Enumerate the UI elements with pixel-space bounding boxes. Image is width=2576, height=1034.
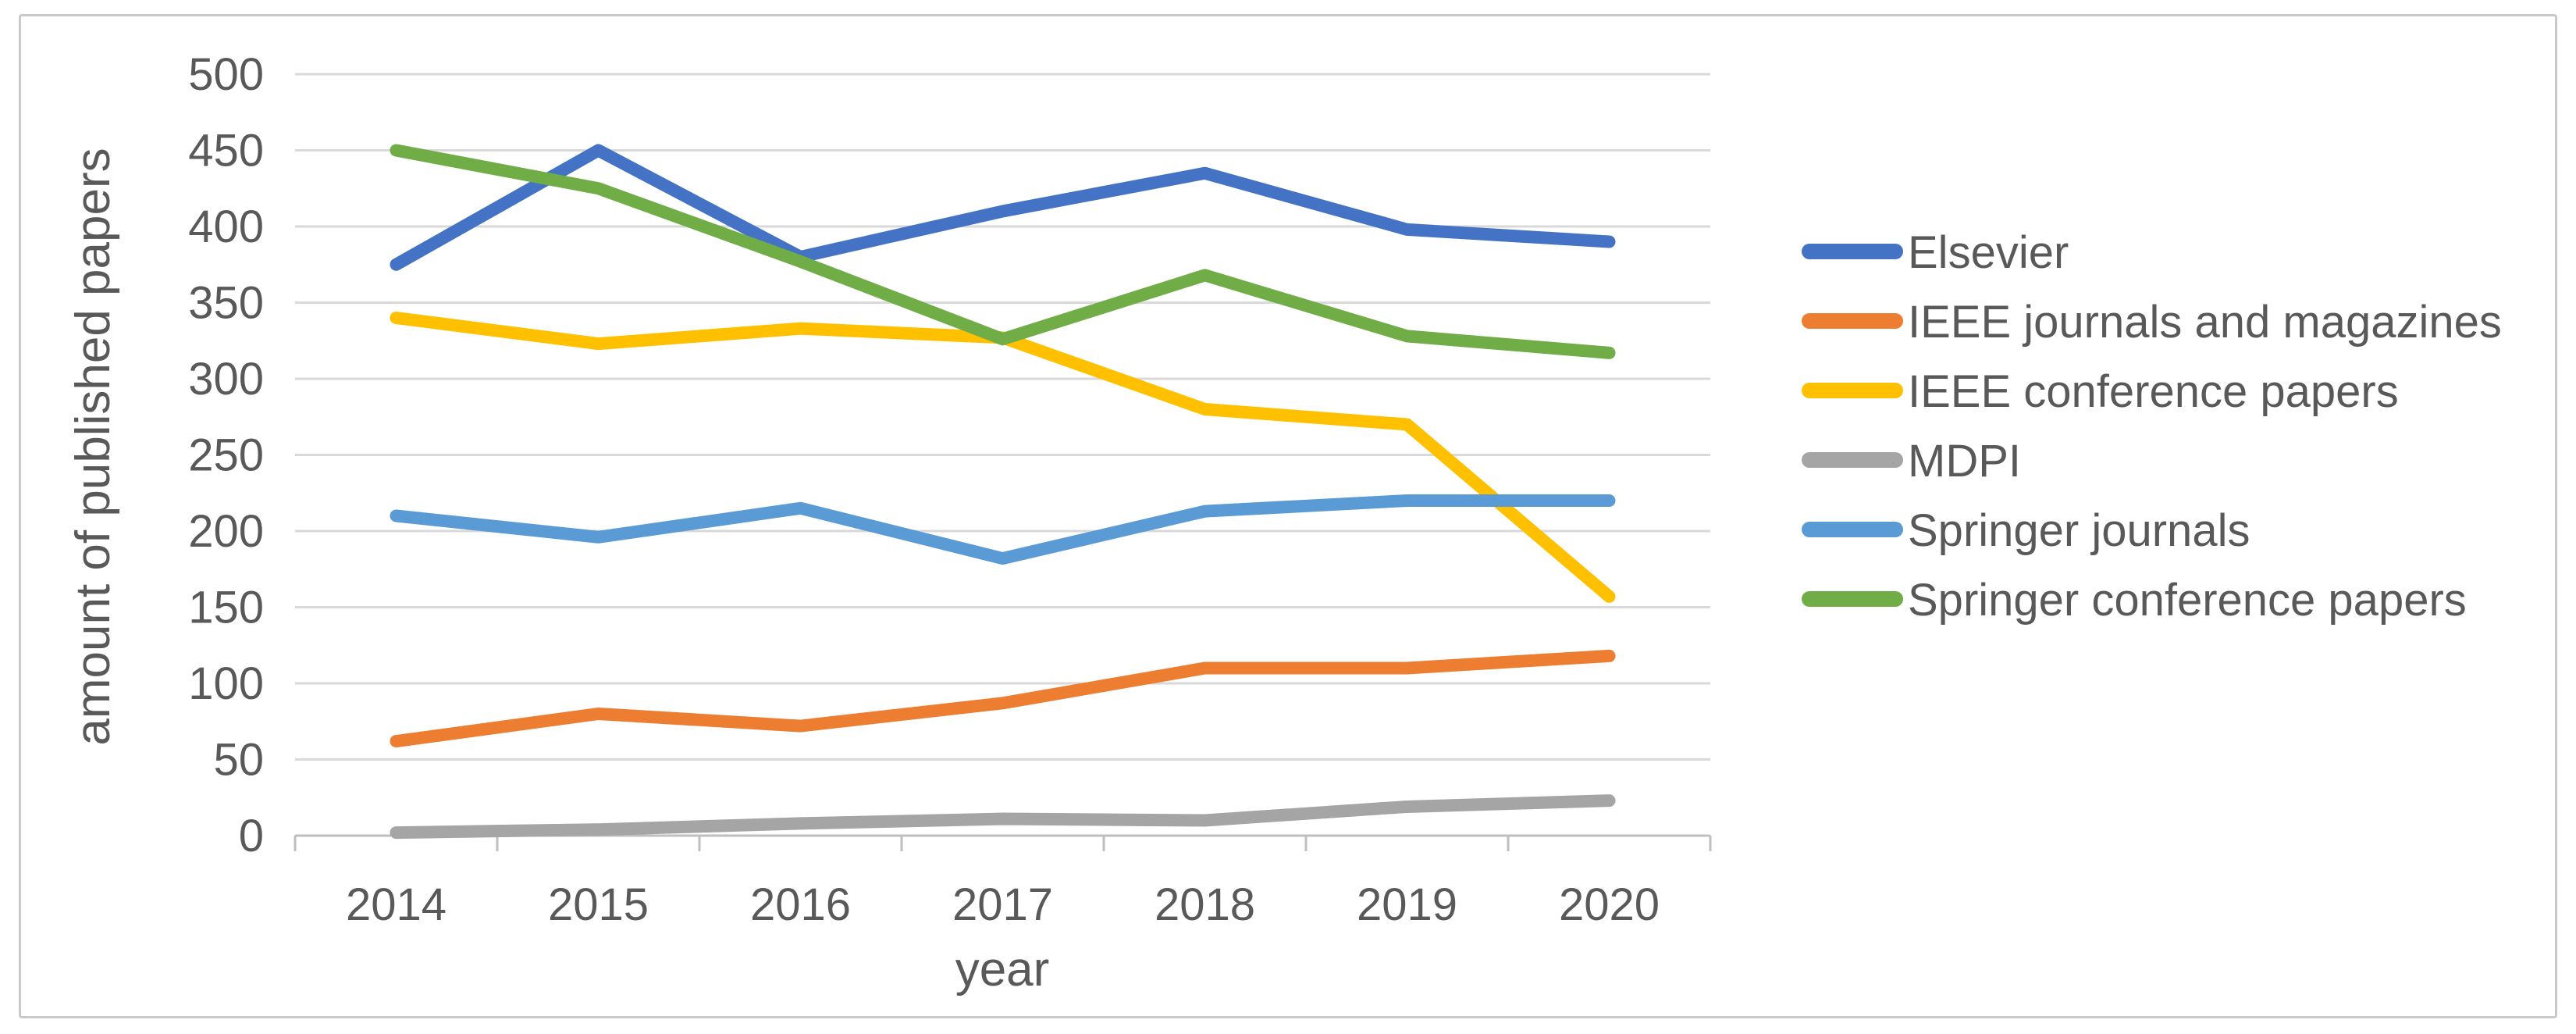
y-axis-title: amount of published papers	[66, 148, 120, 745]
y-tick-label: 450	[188, 126, 264, 176]
y-tick-label: 50	[213, 735, 264, 786]
y-axis-tick-labels: 0 50 100 150 200 250 300 350 400 450 500	[188, 49, 264, 861]
y-tick-label: 200	[188, 506, 264, 557]
legend-label-mdpi: MDPI	[1908, 436, 2021, 487]
series-line-springer-conference-papers	[390, 144, 1616, 359]
legend-label-springer-conference: Springer conference papers	[1908, 575, 2467, 626]
legend-label-elsevier: Elsevier	[1908, 227, 2069, 278]
x-tick-label: 2018	[1155, 879, 1255, 930]
y-tick-label: 500	[188, 49, 264, 100]
y-tick-label: 100	[188, 658, 264, 709]
x-tick-label: 2019	[1357, 879, 1457, 930]
legend: Elsevier IEEE journals and magazines IEE…	[1802, 227, 2502, 626]
y-tick-label: 350	[188, 278, 264, 329]
series-line-springer-journals	[390, 494, 1616, 565]
x-tick-label: 2014	[346, 879, 447, 930]
x-axis-title: year	[955, 943, 1050, 997]
x-axis-tick-labels: 2014 2015 2016 2017 2018 2019 2020	[346, 879, 1660, 930]
legend-label-ieee-journals: IEEE journals and magazines	[1908, 297, 2502, 348]
x-tick-label: 2015	[548, 879, 649, 930]
series-line-ieee-journals-and-magazines	[390, 649, 1616, 748]
series-line-elsevier	[390, 144, 1616, 271]
y-tick-label: 250	[188, 430, 264, 481]
y-tick-label: 0	[239, 811, 264, 861]
series-lines	[390, 144, 1616, 840]
y-tick-label: 400	[188, 201, 264, 252]
x-tick-label: 2016	[750, 879, 851, 930]
y-tick-label: 150	[188, 583, 264, 633]
x-axis-line	[294, 834, 1712, 851]
legend-label-ieee-conference: IEEE conference papers	[1908, 366, 2399, 417]
series-line-mdpi	[390, 794, 1616, 840]
legend-label-springer-journals: Springer journals	[1908, 505, 2250, 556]
x-tick-label: 2017	[952, 879, 1053, 930]
x-tick-label: 2020	[1559, 879, 1660, 930]
y-tick-label: 300	[188, 354, 264, 405]
